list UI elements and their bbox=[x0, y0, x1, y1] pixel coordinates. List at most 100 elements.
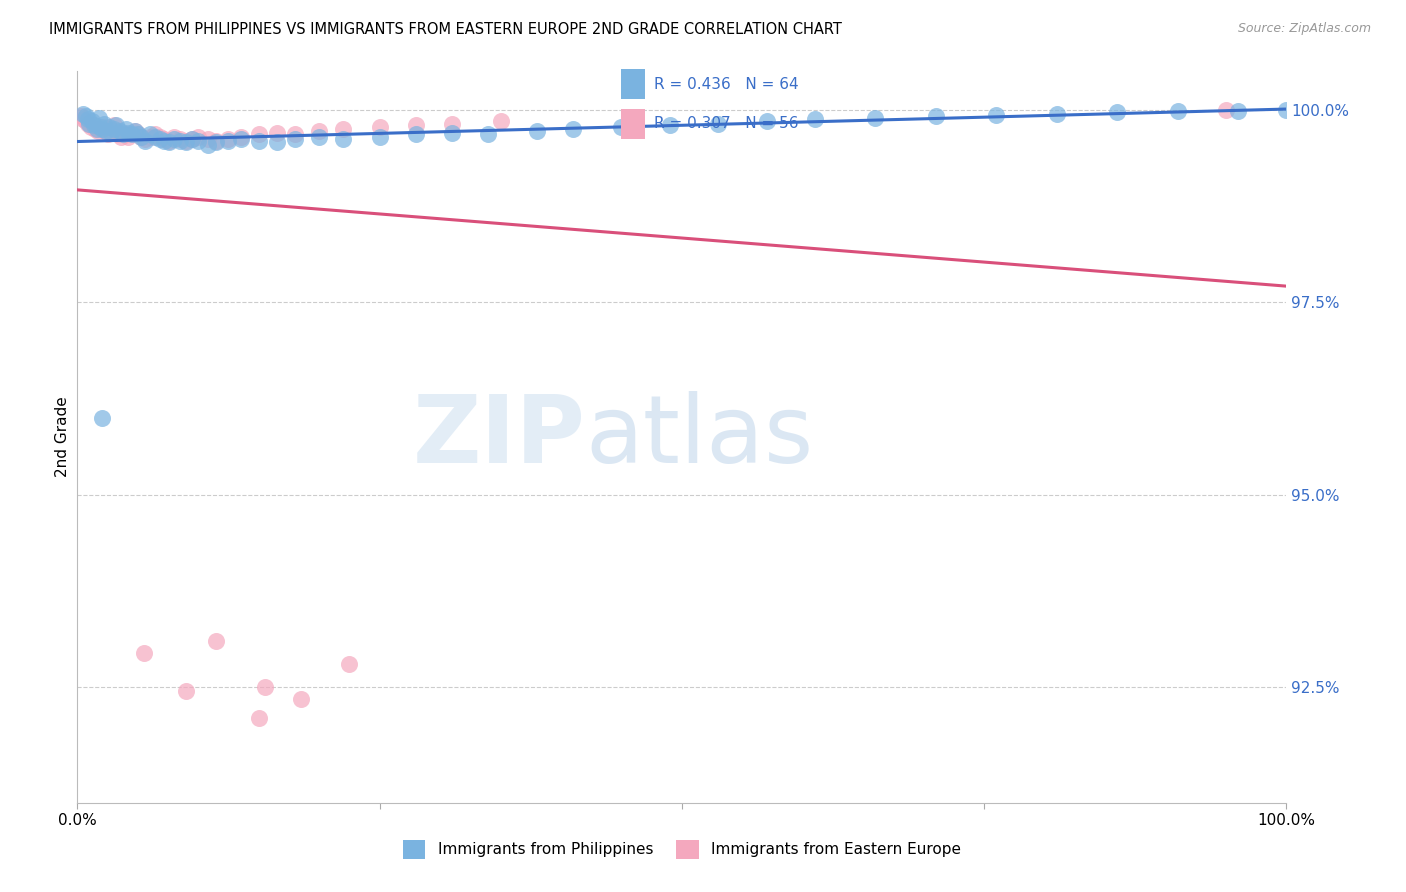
Point bbox=[83, 118, 105, 132]
Point bbox=[77, 117, 100, 131]
Point bbox=[93, 117, 115, 131]
Point bbox=[174, 684, 197, 698]
Point bbox=[79, 117, 101, 131]
Point bbox=[368, 120, 391, 134]
Point bbox=[229, 129, 252, 144]
Point bbox=[72, 106, 94, 120]
Point bbox=[79, 120, 101, 134]
Point bbox=[103, 118, 125, 132]
Point bbox=[87, 124, 110, 138]
Point bbox=[266, 126, 288, 140]
Point bbox=[105, 124, 128, 138]
Point bbox=[218, 132, 240, 146]
Point bbox=[755, 114, 778, 128]
Point bbox=[174, 135, 197, 149]
Point bbox=[1275, 103, 1298, 117]
Point bbox=[110, 129, 132, 144]
Point bbox=[134, 132, 156, 146]
Point bbox=[96, 128, 118, 142]
Point bbox=[112, 128, 135, 142]
Point bbox=[610, 120, 633, 134]
Point bbox=[114, 128, 136, 142]
Point bbox=[89, 122, 111, 136]
Point bbox=[332, 132, 354, 146]
Point bbox=[187, 129, 209, 144]
Bar bbox=[620, 109, 645, 139]
Point bbox=[205, 134, 228, 148]
Point bbox=[187, 134, 209, 148]
Point bbox=[308, 124, 330, 138]
Point bbox=[108, 124, 131, 138]
Text: R = 0.307   N = 56: R = 0.307 N = 56 bbox=[654, 116, 799, 131]
Point bbox=[124, 124, 146, 138]
Point bbox=[75, 109, 97, 123]
Point bbox=[707, 117, 730, 131]
Point bbox=[89, 120, 111, 134]
Point bbox=[97, 120, 120, 134]
Point bbox=[441, 126, 464, 140]
Point bbox=[117, 126, 139, 140]
Point bbox=[87, 111, 110, 125]
Point bbox=[98, 122, 121, 136]
Point bbox=[658, 118, 681, 132]
Point bbox=[865, 111, 887, 125]
Point bbox=[163, 132, 186, 146]
Point bbox=[169, 132, 191, 146]
Point bbox=[181, 132, 204, 146]
Text: atlas: atlas bbox=[585, 391, 814, 483]
Point bbox=[103, 122, 125, 136]
Point bbox=[266, 135, 288, 149]
Point bbox=[253, 681, 276, 695]
Point bbox=[986, 108, 1008, 122]
Point bbox=[153, 134, 176, 148]
Point bbox=[134, 134, 156, 148]
Point bbox=[90, 122, 112, 136]
Point bbox=[332, 122, 354, 136]
Point bbox=[368, 129, 391, 144]
Point bbox=[284, 132, 307, 146]
Text: IMMIGRANTS FROM PHILIPPINES VS IMMIGRANTS FROM EASTERN EUROPE 2ND GRADE CORRELAT: IMMIGRANTS FROM PHILIPPINES VS IMMIGRANT… bbox=[49, 22, 842, 37]
Point bbox=[91, 120, 114, 134]
Point bbox=[132, 646, 155, 660]
Point bbox=[114, 122, 136, 136]
Text: Source: ZipAtlas.com: Source: ZipAtlas.com bbox=[1237, 22, 1371, 36]
Legend: Immigrants from Philippines, Immigrants from Eastern Europe: Immigrants from Philippines, Immigrants … bbox=[396, 834, 967, 864]
Point bbox=[131, 129, 153, 144]
Point bbox=[308, 129, 330, 144]
Point bbox=[75, 114, 97, 128]
Point bbox=[1046, 106, 1069, 120]
Point bbox=[127, 128, 149, 142]
Point bbox=[441, 117, 464, 131]
Point bbox=[139, 128, 162, 142]
Point bbox=[405, 128, 427, 142]
Point bbox=[163, 129, 186, 144]
Point bbox=[405, 118, 427, 132]
Point bbox=[169, 134, 191, 148]
Point bbox=[117, 129, 139, 144]
Point bbox=[121, 128, 143, 142]
Point bbox=[229, 132, 252, 146]
Point bbox=[284, 128, 307, 142]
Point bbox=[86, 122, 108, 136]
Text: ZIP: ZIP bbox=[412, 391, 585, 483]
Point bbox=[112, 126, 135, 140]
Point bbox=[131, 129, 153, 144]
Point bbox=[82, 118, 104, 132]
Bar bbox=[620, 70, 645, 99]
Point bbox=[84, 122, 107, 136]
Point bbox=[139, 129, 162, 144]
Y-axis label: 2nd Grade: 2nd Grade bbox=[55, 397, 70, 477]
Point bbox=[143, 128, 166, 142]
Point bbox=[148, 129, 170, 144]
Point bbox=[1227, 103, 1250, 118]
Point bbox=[290, 691, 312, 706]
Point bbox=[197, 132, 219, 146]
Point bbox=[80, 114, 103, 128]
Point bbox=[157, 135, 180, 149]
Point bbox=[247, 134, 270, 148]
Point bbox=[247, 128, 270, 142]
Point bbox=[339, 657, 360, 672]
Point bbox=[100, 126, 122, 140]
Point bbox=[477, 128, 499, 142]
Point bbox=[562, 122, 585, 136]
